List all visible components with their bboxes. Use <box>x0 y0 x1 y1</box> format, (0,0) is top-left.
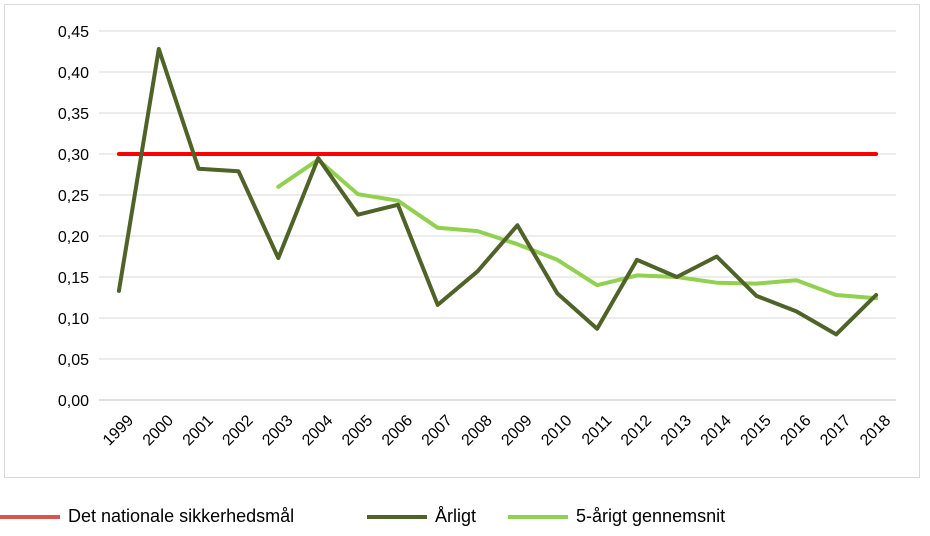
x-tick-label: 2006 <box>379 412 416 449</box>
x-tick-label: 2007 <box>419 412 456 449</box>
y-tick-label: 0,15 <box>58 270 89 287</box>
y-tick-label: 0,00 <box>58 393 89 410</box>
legend-label-target: Det nationale sikkerhedsmål <box>68 506 295 526</box>
x-tick-label: 2003 <box>259 412 296 449</box>
y-tick-label: 0,35 <box>58 106 89 123</box>
x-tick-label: 2010 <box>538 412 575 449</box>
x-tick-label: 2015 <box>738 412 775 449</box>
y-tick-label: 0,10 <box>58 311 89 328</box>
x-tick-label: 2018 <box>857 412 894 449</box>
y-tick-label: 0,40 <box>58 65 89 82</box>
x-tick-label: 2000 <box>140 412 177 449</box>
x-tick-label: 2005 <box>339 412 376 449</box>
chart-legend: Det nationale sikkerhedsmål Årligt 5-åri… <box>0 500 930 536</box>
legend-label-annual: Årligt <box>435 506 477 526</box>
legend-swatch-target <box>0 514 60 519</box>
y-tick-label: 0,20 <box>58 229 89 246</box>
y-tick-label: 0,45 <box>58 24 89 41</box>
series-line-5yr-avg <box>276 157 879 301</box>
y-tick-label: 0,30 <box>58 147 89 164</box>
x-tick-label: 2004 <box>299 412 336 449</box>
x-tick-label: 2011 <box>579 412 615 448</box>
legend-item-target: Det nationale sikkerhedsmål <box>0 506 294 527</box>
chart-frame: 0,00 0,05 0,10 0,15 0,20 0,25 0,30 0,35 0,40 0,45… <box>4 4 920 478</box>
x-tick-label: 2002 <box>219 412 256 449</box>
x-tick-label: 2012 <box>618 412 655 449</box>
legend-swatch-annual <box>367 514 427 519</box>
y-tick-label: 0,05 <box>58 352 89 369</box>
x-tick-label: 2014 <box>698 412 735 449</box>
legend-swatch-5yr-avg <box>508 514 568 519</box>
legend-item-5yr-avg: 5-årigt gennemsnit <box>508 506 725 527</box>
x-tick-label: 2017 <box>817 412 854 449</box>
y-tick-label: 0,25 <box>58 188 89 205</box>
legend-label-5yr-avg: 5-årigt gennemsnit <box>576 506 726 526</box>
legend-item-annual: Årligt <box>367 506 476 527</box>
series-line-annual <box>116 47 879 337</box>
line-chart: 0,00 0,05 0,10 0,15 0,20 0,25 0,30 0,35 0,40 0,45… <box>58 24 896 449</box>
x-tick-label: 2001 <box>180 412 217 449</box>
x-tick-label: 2013 <box>658 412 695 449</box>
x-tick-label: 1999 <box>100 412 137 449</box>
x-tick-label: 2016 <box>777 412 814 449</box>
x-tick-label: 2008 <box>459 412 496 449</box>
x-tick-label: 2009 <box>498 412 535 449</box>
